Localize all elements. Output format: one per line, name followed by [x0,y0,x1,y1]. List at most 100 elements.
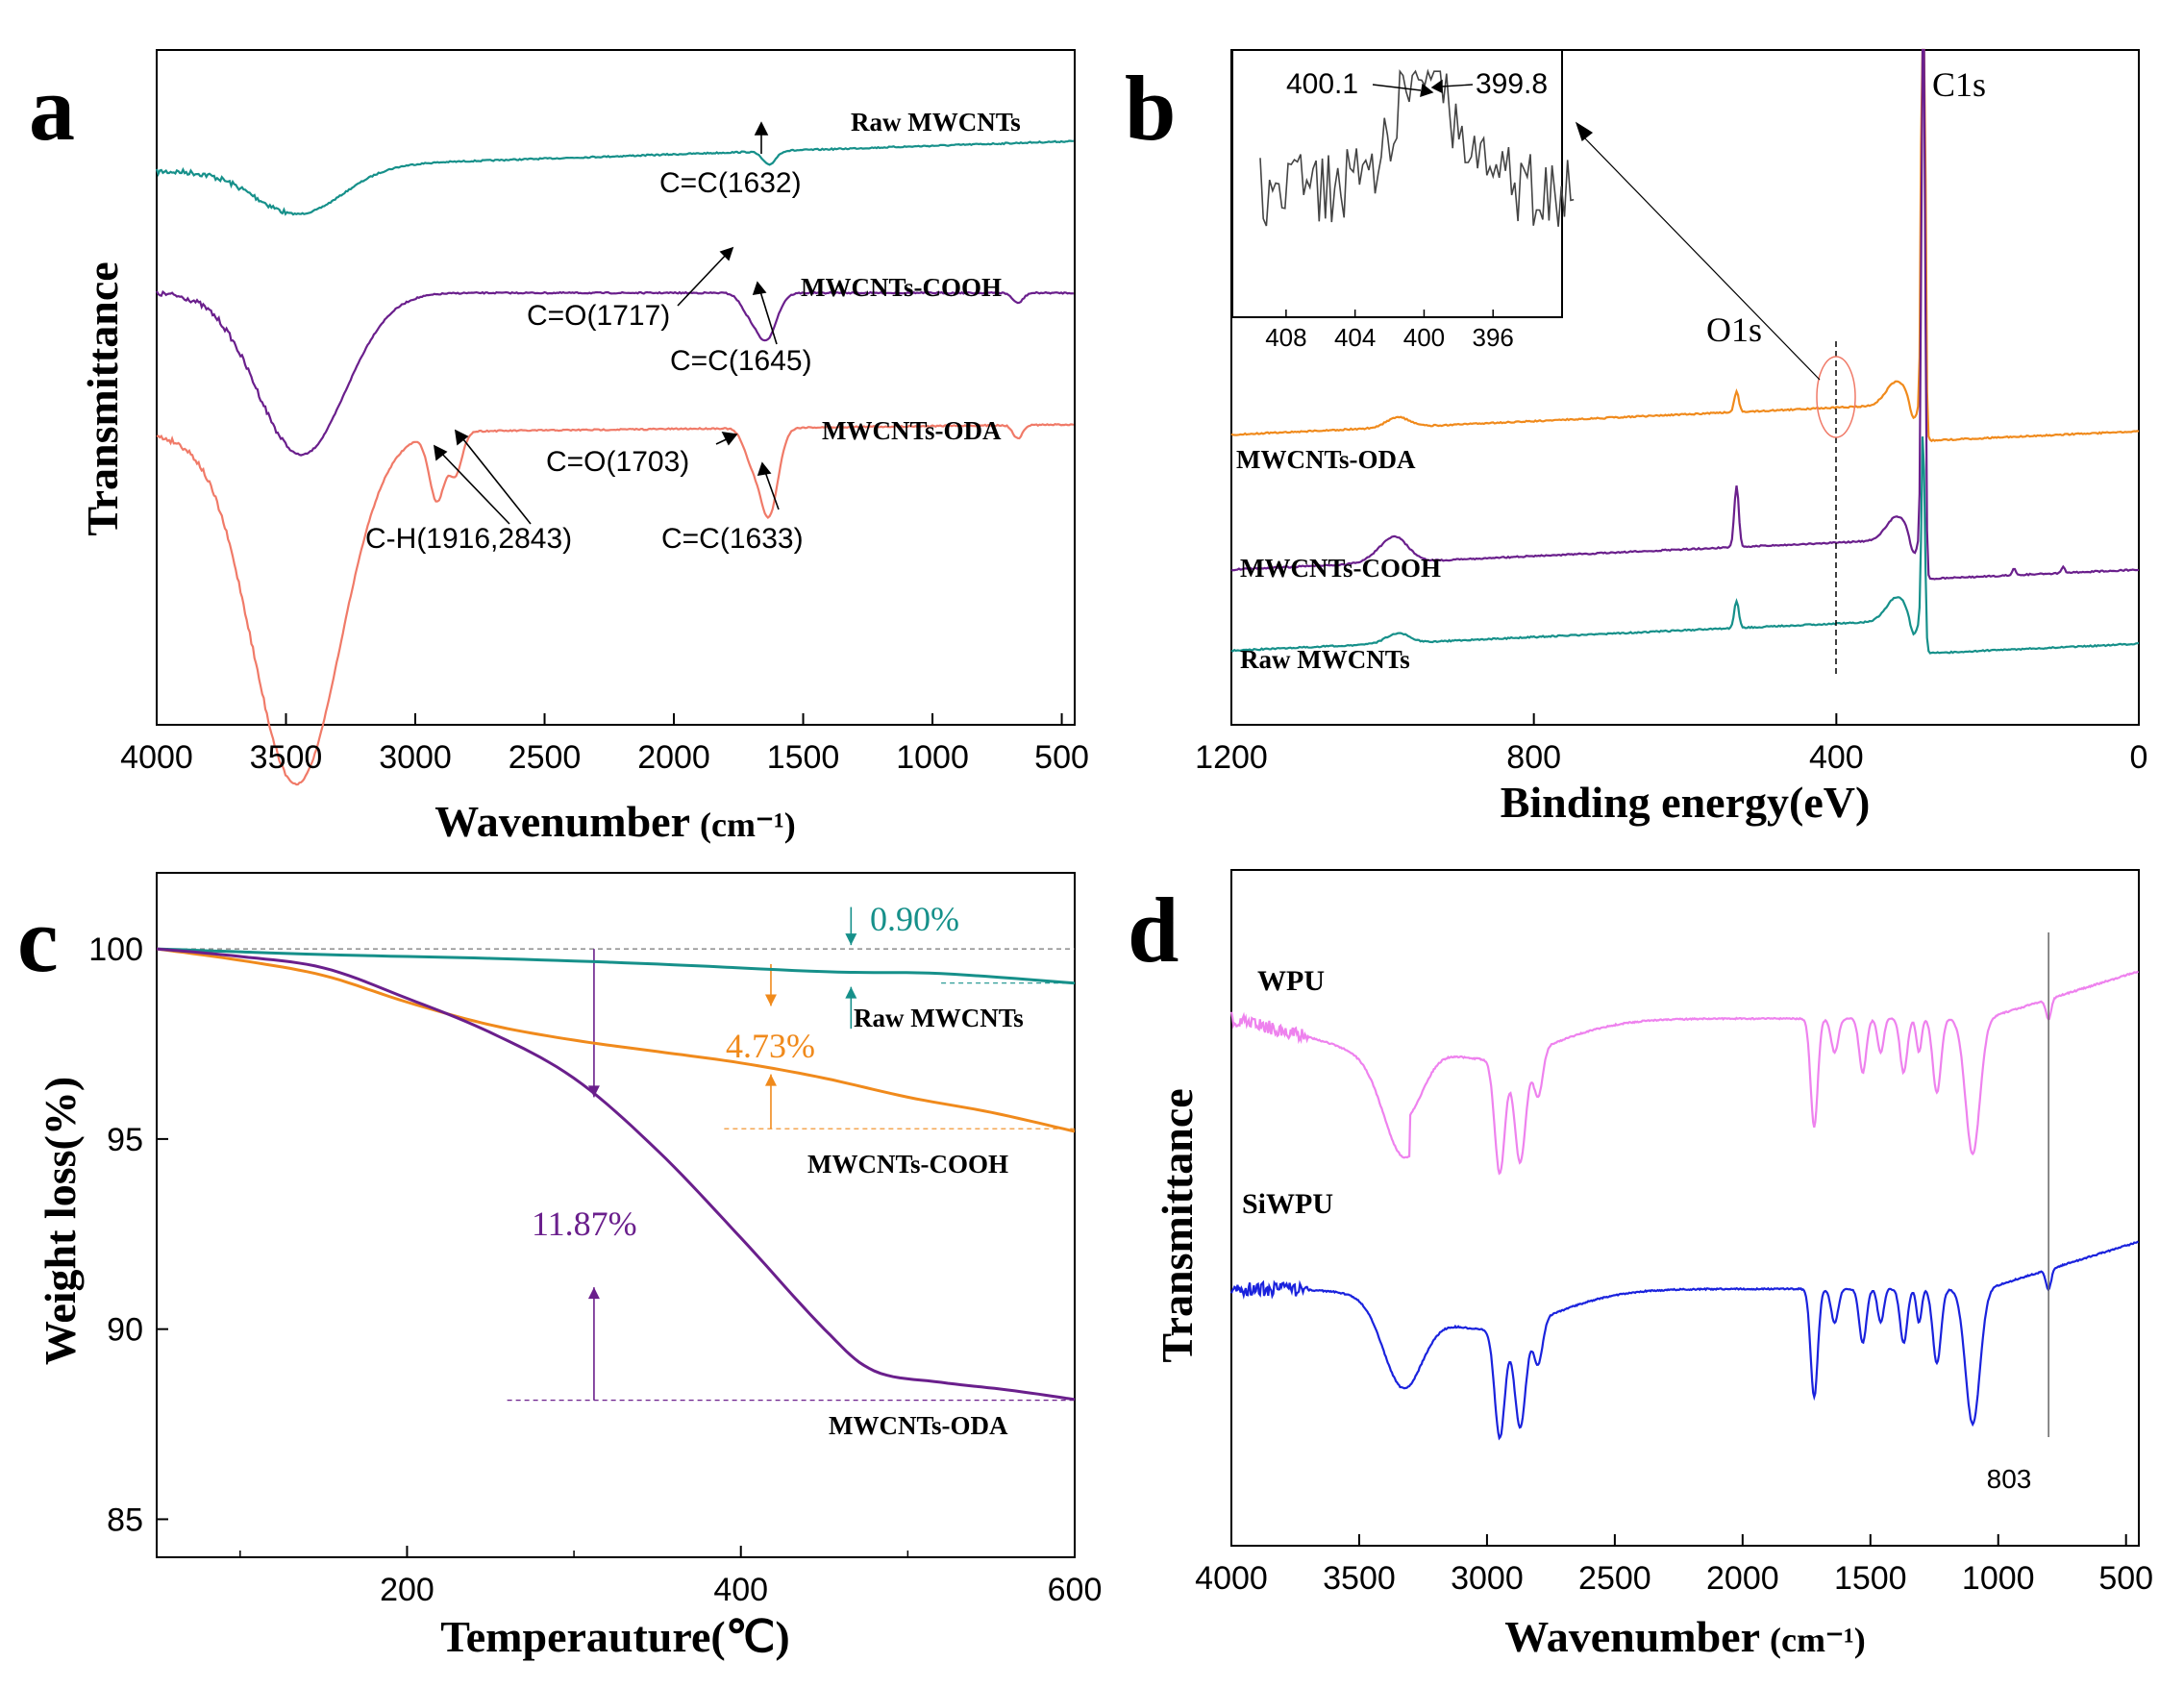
panel-a-line-1 [156,289,1074,457]
panel-b-label-o1s: O1s [1706,310,1762,349]
panel-a-annot-ch: C-H(1916,2843) [365,523,572,555]
panel-b: b 1200 800 400 0 Binding energy(eV) MWCNTs-… [1125,48,2147,827]
panel-d-tick-label: 4000 [1195,1560,1268,1597]
panel-a-ylabel: Transmittance [78,261,127,535]
panel-b-inset-label-399-8: 399.8 [1476,68,1548,100]
panel-c-y-tick-label: 90 [107,1312,143,1349]
panel-c-xlabel: Temperauture(℃) [440,1612,789,1661]
panel-b-legend-oda: MWCNTs-ODA [1236,445,1416,474]
panel-b-line-1 [1230,48,2139,581]
panel-b-inset-line [1259,68,1575,227]
panel-a-tick-label: 3500 [250,739,323,776]
panel-a-legend-raw: Raw MWCNTs [851,108,1021,137]
panel-d-tick-label: 3000 [1451,1560,1524,1597]
panel-a-legend-cooh: MWCNTs-COOH [801,273,1002,302]
panel-b-line-2 [1230,436,2139,655]
panel-b-inset-tick-label: 404 [1334,323,1376,352]
panel-d-tick-label: 2000 [1706,1560,1779,1597]
panel-a-tick-label: 2500 [509,739,582,776]
panel-c-arrow-raw-top-head [845,933,857,946]
panel-a-tick-label: 2000 [637,739,710,776]
panel-a-tick-label: 3000 [379,739,452,776]
panel-b-legend-raw: Raw MWCNTs [1240,645,1410,674]
panel-b-xlabel: Binding energy(eV) [1501,778,1871,827]
panel-b-tick-label: 0 [2130,739,2148,776]
panel-c-legend-raw: Raw MWCNTs [854,1004,1024,1032]
panel-b-inset-label-400-1: 400.1 [1286,68,1358,100]
panel-b-inset-curve [1259,68,1575,227]
panel-c-line-1 [156,947,1076,1133]
panel-b-curves [1230,48,2140,655]
panel-b-inset-ticks: 408 404 400 396 [1265,310,1514,352]
panel-a-curves [155,139,1075,786]
panel-b-pointer-arrow [1575,121,1821,381]
panel-a-line-2 [156,423,1075,786]
panel-d-tick-label: 3500 [1323,1560,1396,1597]
panel-d-tick-label: 1000 [1962,1560,2035,1597]
panel-b-inset-arrows [1372,79,1474,98]
panel-a-arrows [433,121,780,525]
panel-d-frame [1230,869,2140,1547]
panel-c-guides [157,906,1075,1402]
panel-d: d 4000 3500 3000 2500 2000 1500 1000 500 Wavenu… [1128,869,2153,1661]
panel-b-tick-label: 400 [1809,739,1864,776]
panel-a-legend-oda: MWCNTs-ODA [822,416,1002,445]
panel-b-highlight-ellipse [1816,356,1856,438]
panel-a-annot-cc1633: C=C(1633) [661,523,804,555]
panel-c-y-tick-label: 95 [107,1122,143,1158]
panel-a-tick-label: 1500 [767,739,840,776]
panel-c-legend-oda: MWCNTs-ODA [829,1411,1008,1440]
panel-c: c 200 400 600 85 90 95 100 Temperauture(℃) Wei… [17,872,1102,1661]
panel-b-label-c1s: C1s [1932,65,1986,104]
panel-a-letter: a [29,57,75,160]
panel-a-annot-cc1645: C=C(1645) [670,345,812,377]
panel-d-letter: d [1128,879,1179,981]
panel-c-line-0 [156,947,1076,985]
panel-d-xlabel: Wavenumber (cm⁻¹) [1504,1612,1866,1661]
panel-a-tick-label: 1000 [896,739,969,776]
panel-a-annot-cc1632: C=C(1632) [659,167,802,199]
panel-a-line-0 [155,139,1074,216]
panel-a-x-ticks: 4000 3500 3000 2500 2000 1500 1000 500 [120,713,1089,776]
panel-c-curves [156,947,1076,1402]
panel-a-annot-co1703: C=O(1703) [546,446,689,478]
panel-a-xlabel: Wavenumber (cm⁻¹) [434,797,796,846]
panel-b-frame [1230,49,2140,726]
panel-b-inset-tick-label: 400 [1403,323,1445,352]
panel-c-loss-cooh: 4.73% [726,1027,815,1065]
panel-d-marker-label: 803 [1987,1464,2032,1494]
panel-c-loss-oda: 11.87% [532,1204,637,1243]
panel-c-ylabel: Weight loss(%) [36,1077,85,1365]
panel-d-tick-label: 1500 [1834,1560,1907,1597]
panel-c-frame [156,872,1076,1558]
panel-c-y-tick-label: 85 [107,1502,143,1538]
panel-c-loss-raw: 0.90% [870,900,959,938]
panel-c-ticks: 200 400 600 85 90 95 100 [88,931,1102,1608]
panel-b-tick-label: 800 [1506,739,1561,776]
panel-d-curves [1229,932,2140,1441]
panel-d-legend-wpu: WPU [1257,965,1325,997]
panel-d-line-0 [1229,970,2139,1176]
panel-a-annot-co1717: C=O(1717) [527,300,670,332]
panel-c-legend-cooh: MWCNTs-COOH [807,1150,1008,1179]
panel-c-line-2 [156,947,1076,1402]
panel-d-tick-label: 500 [2098,1560,2153,1597]
panel-c-x-tick-label: 200 [380,1572,434,1608]
panel-a-tick-label: 4000 [120,739,193,776]
panel-c-letter: c [17,888,59,991]
panel-c-y-tick-label: 100 [88,931,143,968]
panel-c-arrow-raw-bottom-head [845,986,857,999]
panel-c-arrow-cooh-bottom-head [764,1074,777,1086]
panel-b-x-ticks: 1200 800 400 0 [1195,713,2147,776]
panel-a-frame [156,49,1076,726]
panel-c-x-tick-label: 600 [1048,1572,1103,1608]
panel-b-inset-tick-label: 408 [1265,323,1306,352]
panel-c-x-tick-label: 400 [713,1572,768,1608]
panel-c-arrow-oda-bottom-head [587,1287,600,1300]
panel-d-legend-siwpu: SiWPU [1242,1188,1333,1220]
panel-d-x-ticks: 4000 3500 3000 2500 2000 1500 1000 500 [1195,1534,2153,1597]
panel-d-tick-label: 2500 [1578,1560,1651,1597]
panel-d-ylabel: Transmittance [1153,1088,1202,1362]
panel-a: a 4000 3500 3000 2500 2000 1500 1000 500 Wavenu… [29,49,1089,846]
